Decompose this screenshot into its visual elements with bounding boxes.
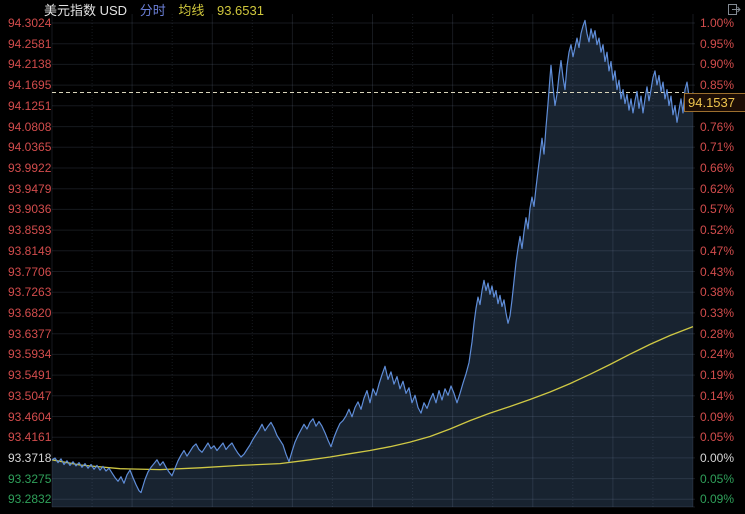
left-axis-label: 94.3024	[8, 16, 52, 30]
left-axis-label: 93.2832	[8, 492, 52, 507]
left-axis-label: 93.9036	[8, 202, 52, 217]
right-axis-label: 0.43%	[700, 264, 735, 279]
right-axis-label: 0.33%	[700, 305, 735, 320]
left-axis-label: 93.4604	[8, 409, 52, 424]
left-axis-label: 93.3718	[8, 450, 52, 465]
right-axis-label: 0.09%	[700, 409, 735, 424]
instrument-title: 美元指数 USD	[44, 3, 128, 18]
right-axis-label: 0.85%	[700, 78, 735, 93]
right-axis-label: 0.76%	[700, 119, 735, 134]
left-axis-label: 93.4161	[8, 430, 52, 445]
tab-intraday[interactable]: 分时	[139, 3, 166, 18]
left-axis-label: 93.8149	[8, 243, 52, 258]
right-axis-label: 0.14%	[700, 388, 735, 403]
right-axis-label: 0.66%	[700, 161, 735, 175]
right-axis-label: 0.38%	[700, 285, 735, 300]
right-axis-label: 0.62%	[700, 181, 735, 196]
left-axis-label: 93.5047	[8, 388, 52, 403]
left-axis-label: 93.8593	[8, 223, 52, 238]
right-axis-label: 0.09%	[700, 492, 735, 507]
current-price-value: 94.1537	[688, 94, 735, 110]
right-axis-label: 0.24%	[700, 347, 735, 362]
price-area-fill	[52, 20, 693, 508]
left-axis-label: 93.7263	[8, 285, 52, 300]
left-axis-label: 93.5491	[8, 368, 52, 383]
right-axis-label: 0.05%	[700, 471, 735, 486]
right-axis-label: 0.28%	[700, 326, 735, 341]
collapse-panel-icon[interactable]	[727, 3, 742, 16]
gridlines	[51, 14, 695, 508]
current-price-tag: 94.1537	[684, 92, 745, 112]
ma-legend-label: 均线	[178, 3, 205, 18]
left-axis-label: 93.6377	[8, 326, 52, 341]
right-axis-label: 0.90%	[700, 57, 735, 72]
left-axis-label: 93.9922	[8, 161, 52, 175]
right-axis-label: 0.95%	[700, 36, 735, 51]
left-axis-label: 94.2138	[8, 57, 52, 72]
left-axis-label: 93.6820	[8, 305, 52, 320]
right-axis-label: 0.71%	[700, 140, 735, 155]
right-axis-label: 0.52%	[700, 223, 735, 238]
right-axis-label: 1.00%	[700, 16, 735, 30]
left-axis-label: 93.9479	[8, 181, 52, 196]
right-axis-label: 0.57%	[700, 202, 735, 217]
left-axis-label: 94.0808	[8, 119, 52, 134]
right-axis-label: 0.19%	[700, 368, 735, 383]
right-axis-label: 0.47%	[700, 243, 735, 258]
ma-legend-value: 93.6531	[216, 3, 264, 18]
left-axis-label: 93.5934	[8, 347, 52, 362]
left-axis-label: 94.2581	[8, 36, 52, 51]
left-axis-label: 94.0365	[8, 140, 52, 155]
left-axis-label: 93.7706	[8, 264, 52, 279]
right-axis-label: 0.00%	[700, 450, 735, 465]
left-axis-label: 94.1695	[8, 78, 52, 93]
left-axis-label: 93.3275	[8, 471, 52, 486]
ma-line	[51, 325, 694, 471]
chart-header: 美元指数 USD 分时 均线 93.6531	[44, 3, 273, 18]
right-axis-label: 0.05%	[700, 430, 735, 445]
price-line	[51, 19, 694, 494]
left-axis-label: 94.1251	[8, 98, 52, 113]
